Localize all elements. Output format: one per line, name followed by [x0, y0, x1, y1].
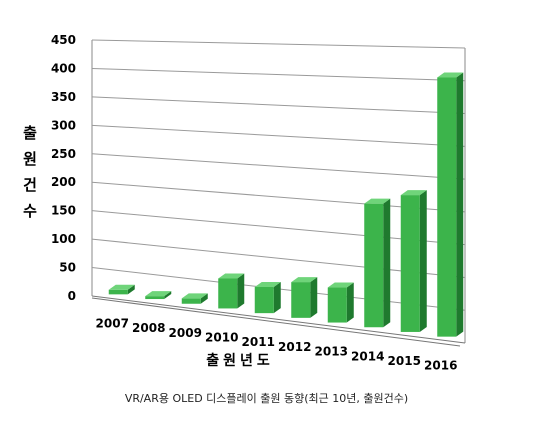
bar-top	[291, 277, 318, 283]
gridline	[91, 153, 466, 180]
y-tick-label: 350	[51, 90, 76, 104]
bar-front	[400, 195, 420, 332]
bar-side	[237, 273, 245, 309]
y-tick-label: 200	[51, 175, 76, 189]
y-axis-label-char: 수	[23, 202, 37, 220]
x-tick-label: 2012	[278, 340, 311, 354]
bar-side	[383, 198, 391, 328]
bar-top	[181, 293, 208, 299]
gridline	[91, 96, 466, 115]
gridline	[91, 124, 466, 147]
bar-2012	[291, 277, 318, 318]
bar-side	[419, 190, 427, 332]
bar-2015	[400, 190, 427, 332]
chart-grid	[91, 39, 466, 347]
y-tick-label: 400	[51, 61, 76, 75]
bar-2011	[254, 282, 281, 314]
x-tick-label: 2013	[315, 345, 348, 359]
gridline	[91, 295, 466, 344]
bar-2009	[181, 293, 208, 304]
x-tick-label: 2011	[242, 335, 275, 349]
bar-top	[400, 190, 427, 196]
y-tick-label: 50	[59, 261, 76, 275]
y-tick-label: 0	[68, 289, 76, 303]
y-tick-label: 100	[51, 232, 76, 246]
bar-front	[108, 289, 128, 295]
bar-side	[200, 293, 208, 304]
x-tick-label: 2014	[351, 349, 384, 363]
bar-2013	[327, 282, 354, 323]
y-axis-label: 출원건수	[23, 124, 37, 220]
bar-front	[291, 282, 311, 318]
bar-front	[218, 278, 238, 309]
figure-caption: VR/AR용 OLED 디스플레이 출원 동향(최근 10년, 출원건수)	[124, 392, 409, 405]
bar-2016	[437, 72, 464, 337]
y-tick-label: 150	[51, 204, 76, 218]
y-axis-label-char: 출	[23, 124, 37, 142]
bar-side	[127, 284, 135, 295]
y-tick-label: 250	[51, 147, 76, 161]
gridline	[91, 67, 466, 82]
floor-edge	[91, 297, 461, 347]
bar-front	[181, 298, 201, 304]
bar-front	[437, 77, 457, 337]
y-tick-label: 450	[51, 33, 76, 47]
x-tick-label: 2007	[96, 316, 129, 330]
bar-side	[456, 72, 464, 337]
x-tick-label: 2009	[169, 326, 202, 340]
bars-group	[108, 72, 464, 337]
bar-front	[254, 287, 274, 314]
bar-side	[164, 291, 172, 300]
x-axis-ticks: 2007 2008 2009 2010 2011 2012 2013 2014 2015 2016	[96, 316, 458, 372]
bar-2014	[364, 198, 391, 328]
bar-front	[364, 203, 384, 328]
bar-front	[145, 296, 165, 300]
x-tick-label: 2016	[424, 359, 457, 373]
x-tick-label: 2008	[132, 321, 165, 335]
bar-top	[437, 72, 464, 78]
bar-top	[254, 282, 281, 288]
gridline	[91, 39, 466, 49]
y-axis-label-char: 건	[23, 176, 37, 194]
bar-front	[327, 287, 347, 323]
bar-2010	[218, 273, 245, 309]
x-tick-label: 2010	[205, 330, 238, 344]
bar-side	[346, 282, 354, 323]
bar-top	[218, 273, 245, 279]
bar-2008	[145, 291, 172, 300]
y-tick-label: 300	[51, 118, 76, 132]
x-axis-label: 출원년도	[206, 352, 274, 369]
x-tick-label: 2015	[388, 354, 421, 368]
bar-top	[145, 291, 172, 297]
y-axis-label-char: 원	[23, 150, 37, 168]
bar-top	[327, 282, 354, 288]
bar-side	[310, 277, 318, 318]
bar-top	[364, 198, 391, 204]
y-axis-ticks: 0 50 100 150 200 250 300 350 400 450	[51, 33, 76, 303]
bar-top	[108, 284, 135, 290]
bar-side	[273, 282, 281, 314]
bar-2007	[108, 284, 135, 295]
